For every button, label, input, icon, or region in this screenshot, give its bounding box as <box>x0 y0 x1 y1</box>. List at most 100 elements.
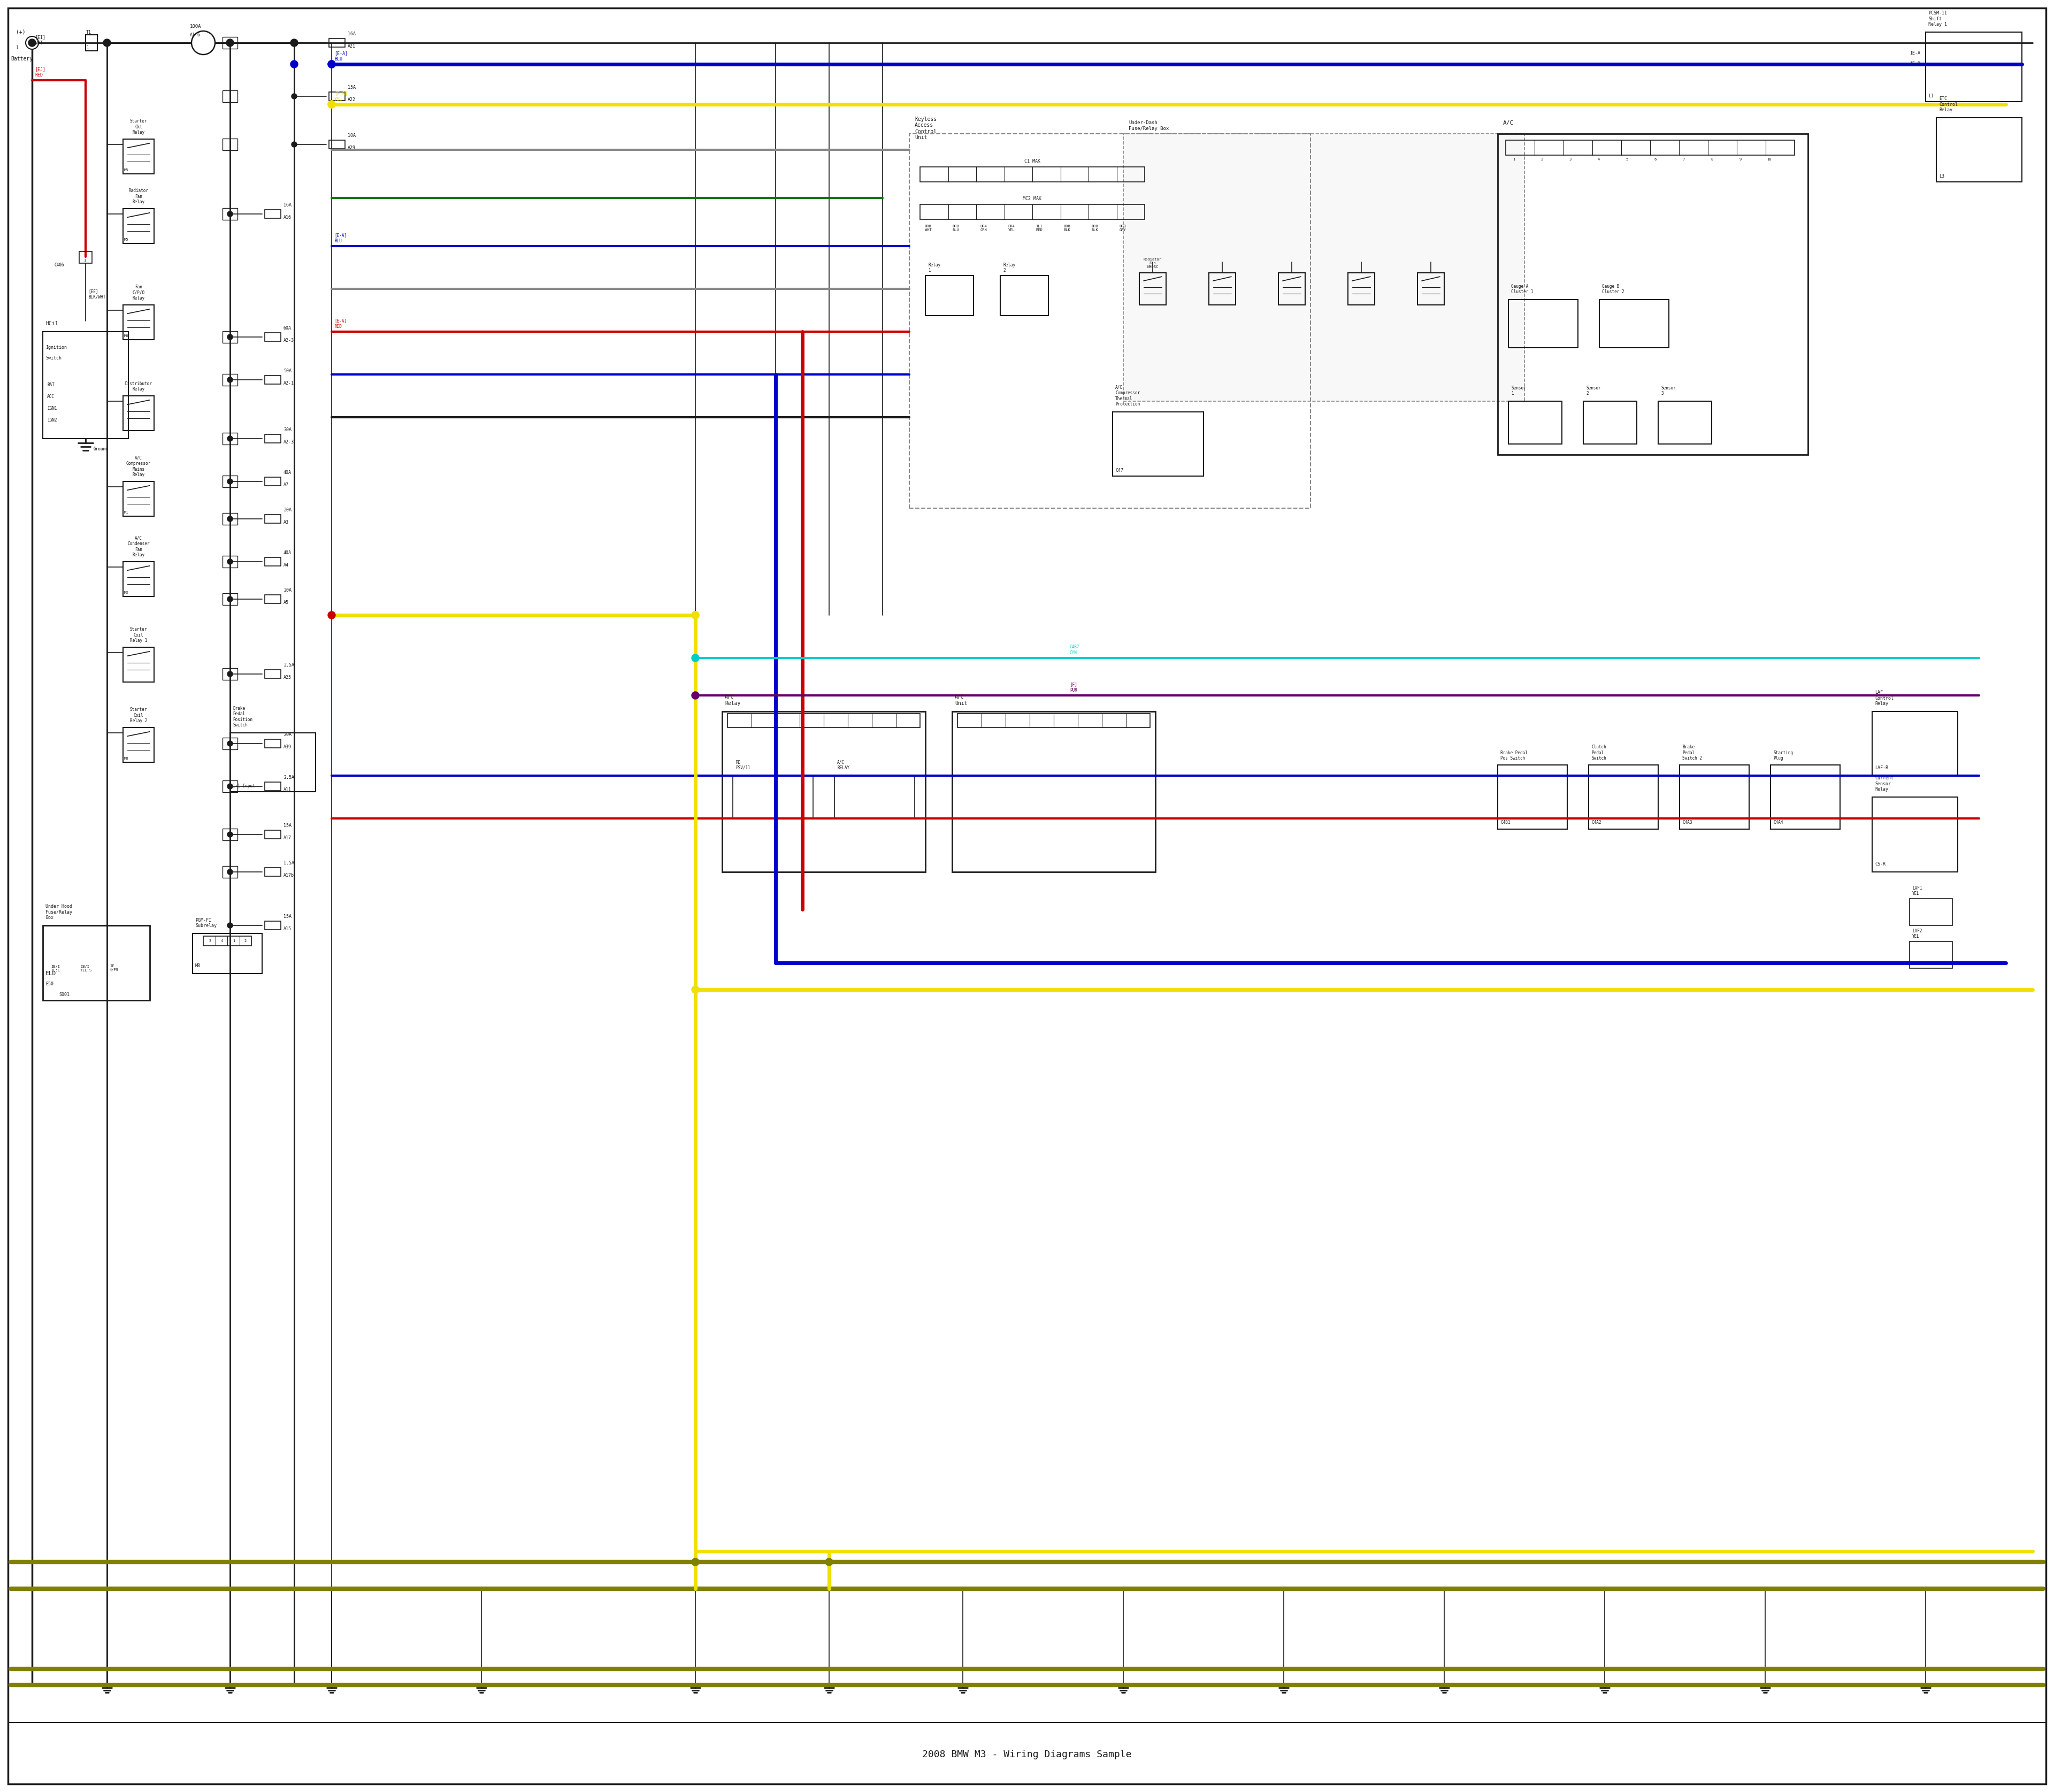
Text: 4: 4 <box>1598 158 1600 161</box>
Text: 0R8
BLU: 0R8 BLU <box>953 224 959 231</box>
Bar <box>222 432 238 444</box>
Text: 16A: 16A <box>283 202 292 208</box>
Text: 10A: 10A <box>347 133 355 138</box>
Text: Starter
Coil
Relay 1: Starter Coil Relay 1 <box>129 627 148 643</box>
Text: BAT: BAT <box>47 383 55 387</box>
Text: CS-R: CS-R <box>1875 862 1886 866</box>
Text: M5: M5 <box>123 238 129 242</box>
Text: Brake
Pedal
Switch 2: Brake Pedal Switch 2 <box>1682 745 1703 760</box>
Text: IB/I
YEL S: IB/I YEL S <box>80 964 92 971</box>
Bar <box>1600 299 1668 348</box>
Bar <box>222 38 238 48</box>
Text: [E-A]
BLU: [E-A] BLU <box>335 233 347 244</box>
Text: 60A: 60A <box>283 326 292 330</box>
Circle shape <box>228 211 232 217</box>
Text: Current
Sensor
Relay: Current Sensor Relay <box>1875 776 1894 792</box>
Text: A/C
Compressor
Mains
Relay: A/C Compressor Mains Relay <box>125 455 150 477</box>
Text: A5: A5 <box>283 600 290 606</box>
Circle shape <box>692 654 698 661</box>
Text: Radiator
Fan
Relay: Radiator Fan Relay <box>129 188 148 204</box>
Circle shape <box>329 100 335 108</box>
Circle shape <box>228 478 232 484</box>
Circle shape <box>329 100 335 108</box>
Text: C4A3: C4A3 <box>1682 821 1692 824</box>
Bar <box>723 711 926 873</box>
Bar <box>222 668 238 679</box>
Text: 40A: 40A <box>283 470 292 475</box>
Bar <box>80 251 92 263</box>
Bar <box>733 776 813 819</box>
Text: 15A: 15A <box>347 84 355 90</box>
Text: Sensor
3: Sensor 3 <box>1662 385 1676 396</box>
Text: M3: M3 <box>123 591 129 595</box>
Text: MC2 MAK: MC2 MAK <box>1023 197 1041 201</box>
Circle shape <box>292 93 298 99</box>
Text: 10: 10 <box>1766 158 1771 161</box>
Bar <box>953 711 1154 873</box>
Bar <box>265 333 281 340</box>
Text: Radiator
Fan
NMOSC: Radiator Fan NMOSC <box>1144 258 1163 269</box>
Text: A2-3: A2-3 <box>283 439 294 444</box>
Bar <box>1588 765 1658 830</box>
Text: Relay
2: Relay 2 <box>1002 262 1015 272</box>
Text: 16A: 16A <box>347 32 355 36</box>
Text: Brake
Pedal
Position
Switch: Brake Pedal Position Switch <box>232 706 253 728</box>
Bar <box>1497 765 1567 830</box>
Text: C4B1: C4B1 <box>1499 821 1510 824</box>
Circle shape <box>290 39 298 47</box>
Text: Gauge B
Cluster 2: Gauge B Cluster 2 <box>1602 283 1625 294</box>
Text: [E-B]
YEL: [E-B] YEL <box>335 91 347 102</box>
Text: 0R4
YEL: 0R4 YEL <box>1009 224 1015 231</box>
Bar <box>123 208 154 244</box>
Text: A29: A29 <box>347 145 355 151</box>
Text: Under Hood
Fuse/Relay
Box: Under Hood Fuse/Relay Box <box>45 905 72 919</box>
Bar <box>123 647 154 683</box>
Text: RE
PSV/11: RE PSV/11 <box>735 760 750 771</box>
Text: 100A: 100A <box>189 25 201 29</box>
Bar <box>920 167 1144 181</box>
Bar <box>43 925 150 1000</box>
Bar <box>193 934 263 973</box>
Circle shape <box>228 516 232 521</box>
Text: Battery: Battery <box>10 56 33 61</box>
Bar <box>123 396 154 430</box>
Bar <box>926 276 974 315</box>
Text: Gauge A
Cluster 1: Gauge A Cluster 1 <box>1512 283 1534 294</box>
Text: A2-1: A2-1 <box>283 382 294 385</box>
Text: HCi1: HCi1 <box>45 321 58 326</box>
Text: 1: 1 <box>84 258 86 262</box>
Circle shape <box>292 39 298 45</box>
Circle shape <box>228 376 232 382</box>
Bar <box>123 305 154 340</box>
Text: 1.5A: 1.5A <box>283 860 294 866</box>
Text: A15: A15 <box>283 926 292 932</box>
Text: A/C
Relay: A/C Relay <box>725 695 741 706</box>
Text: Sensor
2: Sensor 2 <box>1586 385 1600 396</box>
Bar <box>222 332 238 342</box>
Text: Brake Pedal
Pos Switch: Brake Pedal Pos Switch <box>1499 751 1528 760</box>
Text: LAF1
YEL: LAF1 YEL <box>1912 885 1923 896</box>
Bar <box>222 208 238 220</box>
Bar <box>329 38 345 47</box>
Text: Fan
C/P/O
Relay: Fan C/P/O Relay <box>131 285 144 301</box>
Text: 1+1 Input: 1+1 Input <box>232 783 255 788</box>
Text: [E]
PUR: [E] PUR <box>1070 683 1076 692</box>
Text: C1 MAK: C1 MAK <box>1025 159 1041 163</box>
Text: A25: A25 <box>283 676 292 679</box>
Text: Distributor
Relay: Distributor Relay <box>125 382 152 392</box>
Text: 0R8
GRY: 0R8 GRY <box>1119 224 1126 231</box>
Text: C406: C406 <box>53 262 64 267</box>
Text: C47: C47 <box>1115 468 1124 473</box>
Text: A1-6: A1-6 <box>189 32 201 38</box>
Bar <box>957 713 1150 728</box>
Text: IE-A: IE-A <box>1910 52 1920 56</box>
Text: PCSM-11
Shift
Relay 1: PCSM-11 Shift Relay 1 <box>1929 11 1947 27</box>
Text: 3: 3 <box>1569 158 1571 161</box>
Text: Keyless
Access
Control
Unit: Keyless Access Control Unit <box>914 116 937 140</box>
Bar <box>123 728 154 762</box>
Text: Sensor
1: Sensor 1 <box>1512 385 1526 396</box>
Circle shape <box>228 740 232 745</box>
Circle shape <box>25 36 39 48</box>
Text: M8: M8 <box>195 962 201 968</box>
Bar <box>1497 134 1808 455</box>
